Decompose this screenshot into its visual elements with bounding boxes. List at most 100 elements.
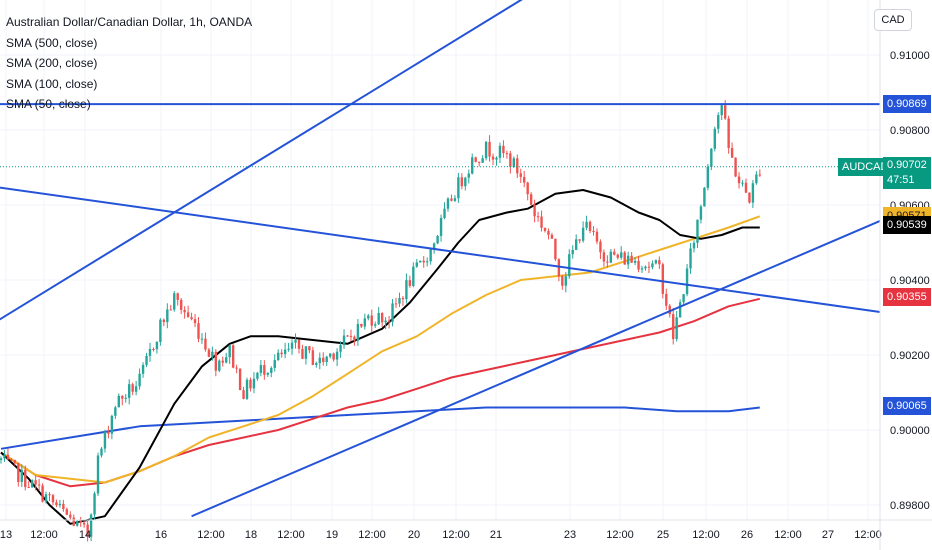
x-tick-label: 25	[657, 529, 669, 541]
x-tick-label: 19	[326, 529, 338, 541]
legend: Australian Dollar/Canadian Dollar, 1h, O…	[6, 12, 252, 115]
candle-body	[751, 183, 755, 203]
candle-body	[744, 182, 748, 193]
candle-body	[141, 364, 145, 374]
candle-body	[290, 342, 294, 349]
candle-body	[117, 395, 121, 408]
x-tick-label: 23	[564, 529, 576, 541]
candle-body	[512, 158, 516, 167]
candle-body	[387, 320, 391, 322]
candle-body	[672, 314, 675, 340]
candle-body	[342, 335, 346, 346]
candle-body	[55, 502, 58, 506]
y-tick-label: 0.89800	[890, 500, 930, 512]
candle-body	[65, 509, 69, 515]
candle-body	[640, 268, 644, 270]
candle-body	[110, 415, 114, 434]
candle-body	[173, 293, 176, 310]
candle-body	[626, 255, 630, 265]
x-tick-label: 12:00	[854, 529, 882, 541]
candle-body	[131, 384, 134, 392]
rising-support-trend-line	[191, 220, 881, 518]
candle-body	[665, 293, 668, 306]
candle-body	[384, 320, 387, 323]
candle-body	[609, 251, 613, 263]
candle-body	[630, 255, 633, 263]
candle-body	[623, 252, 626, 265]
candle-body	[155, 341, 159, 350]
candle-body	[467, 173, 470, 178]
upper-channel-trend-line	[0, 0, 523, 321]
legend-sma500[interactable]: SMA (500, close)	[6, 35, 98, 50]
x-tick-label: 21	[490, 529, 502, 541]
candle-body	[218, 360, 221, 371]
candle-body	[183, 309, 186, 313]
candle-body	[613, 251, 616, 255]
x-tick-label: 12:00	[197, 529, 225, 541]
descending-trend-line	[0, 186, 881, 313]
candle-body	[692, 242, 696, 249]
candle-body	[335, 351, 339, 360]
candle-body	[332, 353, 335, 360]
candle-body	[727, 118, 730, 148]
legend-sma50[interactable]: SMA (50, close)	[6, 97, 91, 111]
candle-body	[100, 448, 103, 456]
candle-body	[557, 259, 561, 277]
candle-body	[703, 187, 706, 207]
candle-body	[103, 431, 107, 449]
candle-body	[360, 323, 363, 327]
candle-body	[730, 147, 734, 158]
candle-body	[412, 266, 415, 286]
y-tick-label: 0.91000	[890, 50, 930, 62]
candle-body	[200, 338, 204, 340]
candle-body	[266, 372, 270, 375]
candle-body	[148, 349, 152, 356]
candle-body	[540, 216, 543, 228]
candle-body	[370, 315, 373, 326]
trend-lines	[0, 0, 881, 518]
candle-body	[408, 280, 412, 286]
candle-body	[720, 105, 723, 116]
legend-sma100[interactable]: SMA (100, close)	[6, 76, 98, 91]
candle-body	[651, 263, 654, 268]
candle-body	[377, 312, 380, 325]
candle-body	[93, 493, 96, 515]
x-tick-label: 20	[408, 529, 420, 541]
candle-body	[498, 145, 502, 158]
currency-button[interactable]: CAD	[874, 9, 912, 31]
candle-body	[145, 355, 148, 365]
candle-body	[429, 249, 432, 262]
candle-body	[20, 469, 23, 482]
candle-body	[481, 158, 484, 163]
candle-body	[471, 157, 474, 174]
candle-body	[457, 177, 460, 199]
candle-body	[211, 351, 214, 357]
x-tick-label: 12:00	[692, 529, 720, 541]
candle-body	[242, 390, 245, 399]
candle-body	[419, 260, 422, 263]
candle-body	[193, 319, 197, 324]
resistance-price-tag: 0.90869	[883, 95, 931, 114]
candle-body	[48, 494, 51, 496]
candle-body	[446, 198, 450, 209]
candle-body	[675, 317, 678, 340]
candle-body	[86, 524, 89, 537]
candle-body	[339, 345, 342, 352]
candle-body	[273, 360, 276, 368]
candle-body	[13, 460, 17, 463]
candle-body	[491, 156, 495, 160]
candle-body	[561, 276, 564, 286]
candle-body	[460, 177, 464, 187]
candle-body	[425, 261, 429, 263]
candle-body	[190, 317, 193, 320]
candle-body	[34, 480, 37, 485]
legend-sma200[interactable]: SMA (200, close)	[6, 56, 98, 70]
candle-body	[436, 235, 439, 244]
candle-body	[58, 503, 62, 506]
candle-body	[221, 360, 224, 363]
candle-body	[571, 249, 574, 255]
candle-body	[602, 252, 606, 262]
candle-body	[297, 339, 301, 349]
